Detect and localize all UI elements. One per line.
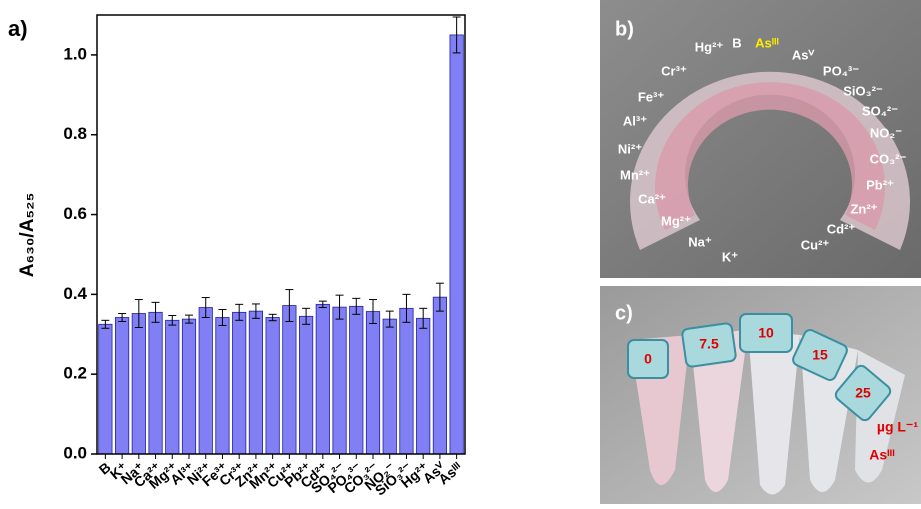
bar xyxy=(232,311,247,455)
concentration-label: 0 xyxy=(644,351,652,367)
error-bar xyxy=(435,282,444,312)
error-bar xyxy=(151,301,160,323)
photo-label: Asⱽ xyxy=(792,47,815,62)
panel-label: b) xyxy=(615,18,634,40)
panel-label: c) xyxy=(615,302,633,324)
error-bar xyxy=(185,314,193,324)
bar xyxy=(148,311,163,455)
error-bar xyxy=(335,294,344,320)
concentration-label: 15 xyxy=(812,347,828,363)
error-bar xyxy=(385,310,394,328)
error-bar xyxy=(285,289,294,323)
y-tick-label: 0.2 xyxy=(63,364,87,383)
plot: 0.00.20.40.60.81.0BK⁺Na⁺Ca²⁺Mg²⁺Al³⁺Ni²⁺… xyxy=(63,14,466,499)
photo-label: Mn²⁺ xyxy=(620,167,650,182)
bar xyxy=(298,315,314,455)
label-box xyxy=(627,339,669,379)
photo-label: Cr³⁺ xyxy=(661,63,687,78)
photo-label: PO₄³⁻ xyxy=(823,63,859,78)
bar xyxy=(115,317,130,455)
label-box xyxy=(792,329,848,381)
error-bar xyxy=(352,297,361,315)
tube xyxy=(690,330,748,492)
error-bar xyxy=(101,319,110,329)
photo-label: SiO₃²⁻ xyxy=(843,83,883,98)
concentration-label: 25 xyxy=(855,385,871,401)
photo-label: Al³⁺ xyxy=(623,113,647,128)
bar xyxy=(416,317,431,455)
photo-label: Cd²⁺ xyxy=(827,221,856,236)
photo-label: Ca²⁺ xyxy=(638,191,666,206)
analyte-label: Asᴵᴵᴵ xyxy=(869,447,894,463)
error-bar xyxy=(318,300,327,309)
photo-label: CO₃²⁻ xyxy=(870,151,907,166)
concentration-label: 7.5 xyxy=(699,336,719,352)
error-bar xyxy=(218,309,227,326)
error-bar xyxy=(168,315,177,326)
error-bar xyxy=(134,299,143,328)
bar xyxy=(365,311,381,455)
error-bar xyxy=(402,293,411,323)
bar xyxy=(399,307,414,455)
bar xyxy=(349,305,364,455)
photo-label: Fe³⁺ xyxy=(638,89,665,104)
bar xyxy=(432,296,447,455)
bar xyxy=(165,319,180,455)
photo-label: SO₄²⁻ xyxy=(862,103,898,118)
error-bar xyxy=(452,16,461,54)
photo-label: Hg²⁺ xyxy=(695,39,724,54)
bar xyxy=(282,305,297,455)
bar xyxy=(265,317,280,455)
photo-label: NO₂⁻ xyxy=(870,125,902,140)
label-box xyxy=(739,313,793,353)
error-bar xyxy=(235,303,244,321)
photo-label: Ni²⁺ xyxy=(618,141,642,156)
panel-label: a) xyxy=(8,16,28,41)
label-box xyxy=(681,322,737,368)
bar xyxy=(215,317,230,455)
error-bar xyxy=(268,313,277,322)
error-bar xyxy=(369,299,377,324)
photo-label: Na⁺ xyxy=(688,234,712,249)
plot-frame xyxy=(96,14,466,455)
error-bar xyxy=(118,313,127,323)
bar xyxy=(382,318,397,455)
tube xyxy=(748,330,800,495)
photo-label: B xyxy=(732,35,741,50)
y-tick-label: 1.0 xyxy=(63,44,87,63)
bar xyxy=(198,307,213,455)
photo-label: Pb²⁺ xyxy=(866,177,894,192)
photo-b: b) Hg²⁺ B Asᴵᴵᴵ Asⱽ PO₄³⁻ Cr³⁺ SiO₃²⁻ Fe… xyxy=(600,0,921,278)
bar xyxy=(315,303,330,455)
photo-c: c) 0 7.5 10 15 25 µg L⁻¹ Asᴵᴵᴵ xyxy=(600,286,921,504)
bar xyxy=(131,313,146,455)
tube-solution xyxy=(655,82,886,230)
label-box xyxy=(834,364,892,422)
bar xyxy=(181,318,197,455)
y-axis-label: A₆₃₀/A₅₂₅ xyxy=(17,193,38,278)
concentration-label: 10 xyxy=(758,325,774,341)
photo-label: Zn²⁺ xyxy=(850,201,877,216)
photo-label: Asᴵᴵᴵ xyxy=(755,35,779,50)
photo-label: Cu²⁺ xyxy=(801,237,830,252)
error-bar xyxy=(419,307,428,329)
y-tick-label: 0.6 xyxy=(63,204,87,223)
unit-label: µg L⁻¹ xyxy=(877,419,918,435)
bar xyxy=(98,323,113,455)
y-tick-label: 0.4 xyxy=(63,284,87,303)
photo-label: K⁺ xyxy=(722,249,738,264)
error-bar xyxy=(251,303,260,319)
error-bar xyxy=(201,297,210,319)
bar xyxy=(248,310,264,455)
photo-label: Mg²⁺ xyxy=(661,213,691,228)
bar xyxy=(449,34,464,455)
bar xyxy=(332,306,347,455)
y-tick-label: 0.0 xyxy=(63,443,87,462)
y-tick-label: 0.8 xyxy=(63,124,87,143)
error-bar xyxy=(302,307,311,325)
